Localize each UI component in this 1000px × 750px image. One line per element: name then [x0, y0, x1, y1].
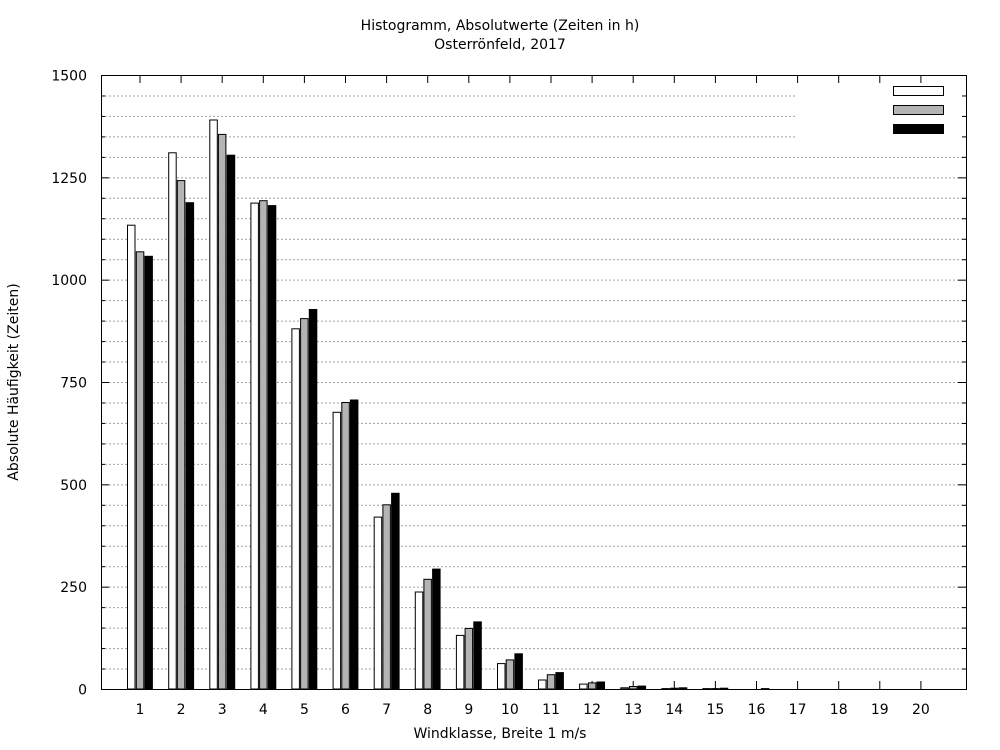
bar-max: [719, 687, 729, 690]
bar-messzeit: [587, 682, 597, 690]
bar-min: [538, 679, 547, 690]
bar-min: [620, 687, 629, 690]
bar-min: [414, 591, 424, 690]
bar-messzeit: [382, 504, 391, 690]
bar-max: [514, 653, 523, 690]
x-tick-label: 4: [259, 702, 268, 718]
bar-max: [473, 621, 482, 690]
bar-min: [373, 516, 383, 690]
bar-messzeit: [670, 687, 679, 690]
bar-messzeit: [300, 318, 309, 690]
bar-min: [497, 663, 506, 690]
chart-title: Histogramm, Absolutwerte (Zeiten in h): [360, 18, 640, 34]
y-tick-label: 1000: [51, 273, 87, 289]
y-tick-label: 250: [60, 580, 87, 596]
x-tick-label: 8: [423, 702, 432, 718]
bar-messzeit: [259, 200, 268, 690]
x-tick-label: 17: [789, 702, 807, 718]
bar-max: [637, 685, 647, 690]
bar-max: [144, 255, 153, 690]
bar-min: [332, 411, 342, 690]
bar-messzeit: [176, 180, 186, 690]
x-tick-label: 20: [912, 702, 930, 718]
x-tick-label: 18: [830, 702, 848, 718]
x-axis-label: Windklasse, Breite 1 m/s: [413, 726, 587, 742]
bar-max: [678, 687, 688, 690]
bar-max: [555, 672, 564, 690]
bar-messzeit: [423, 578, 432, 690]
bar-messzeit: [629, 686, 638, 690]
bar-messzeit: [505, 659, 515, 690]
bar-min: [579, 683, 588, 690]
x-tick-label: 10: [501, 702, 519, 718]
bar-min: [127, 224, 136, 690]
bar-messzeit: [341, 402, 350, 690]
bar-max: [185, 202, 195, 690]
bar-min: [250, 202, 259, 690]
bar-min: [455, 634, 465, 690]
bar-max: [308, 309, 318, 690]
legend-swatch-min: [893, 86, 944, 96]
x-tick-label: 9: [464, 702, 473, 718]
x-tick-label: 7: [382, 702, 391, 718]
legend-swatch-messzeit: [893, 105, 944, 115]
y-tick-label: 500: [60, 478, 87, 494]
bar-messzeit: [135, 251, 145, 690]
bar-max: [349, 399, 359, 690]
bar-max: [596, 681, 605, 690]
bar-min: [209, 119, 218, 690]
bar-max: [391, 492, 400, 690]
y-tick-label: 0: [78, 683, 87, 699]
bar-max: [267, 205, 277, 690]
x-tick-label: 19: [871, 702, 889, 718]
x-tick-label: 2: [177, 702, 186, 718]
x-tick-label: 15: [706, 702, 724, 718]
x-tick-label: 12: [583, 702, 601, 718]
bar-max: [432, 568, 441, 690]
bar-messzeit: [464, 627, 474, 690]
x-tick-label: 13: [624, 702, 642, 718]
bar-messzeit: [546, 674, 556, 690]
x-tick-label: 16: [748, 702, 766, 718]
y-tick-label: 1250: [51, 171, 87, 187]
bar-messzeit: [217, 133, 227, 690]
chart-subtitle: Osterrönfeld, 2017: [434, 37, 566, 53]
bar-min: [168, 152, 177, 690]
y-tick-label: 750: [60, 376, 87, 392]
bar-min: [291, 328, 300, 690]
x-tick-label: 5: [300, 702, 309, 718]
bar-max: [226, 154, 236, 690]
x-tick-label: 6: [341, 702, 350, 718]
x-tick-label: 11: [542, 702, 560, 718]
x-tick-label: 14: [665, 702, 683, 718]
y-tick-label: 1500: [51, 69, 87, 85]
x-tick-label: 1: [136, 702, 145, 718]
x-tick-label: 3: [218, 702, 227, 718]
legend-swatch-max: [893, 124, 944, 134]
